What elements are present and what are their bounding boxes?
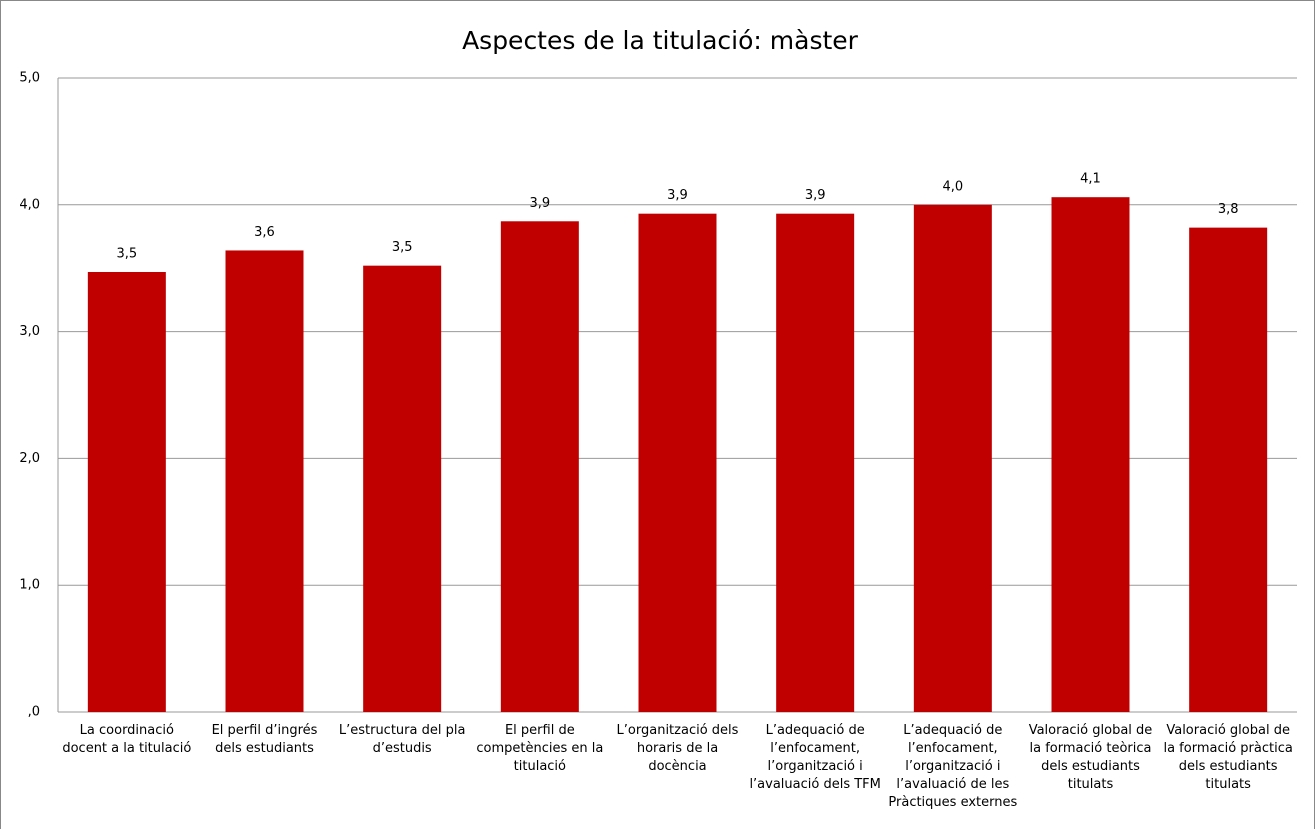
data-label: 3,8: [1218, 202, 1239, 217]
bar: [363, 265, 442, 712]
x-tick-label: El perfil d’ingrés dels estudiants: [211, 723, 318, 756]
x-tick-label: Valoració global de la formació pràctica…: [1163, 723, 1293, 792]
y-tick-label: 3,0: [19, 324, 40, 339]
x-tick-label: L’adequació de l’enfocament, l’organitza…: [749, 723, 881, 792]
x-tick-label: Valoració global de la formació teòrica …: [1028, 723, 1153, 792]
data-label: 4,1: [1080, 172, 1101, 187]
data-label: 3,9: [667, 188, 688, 203]
data-label: 4,0: [942, 179, 963, 194]
y-tick-label: ,0: [28, 705, 40, 720]
data-label: 3,6: [254, 225, 275, 240]
data-label: 3,9: [529, 196, 550, 211]
bar: [500, 221, 579, 712]
data-label: 3,5: [116, 247, 137, 262]
bar: [1051, 197, 1130, 712]
x-tick-label: L’estructura del pla d’estudis: [338, 723, 466, 756]
x-tick-label: El perfil de competències en la titulaci…: [476, 723, 604, 774]
y-tick-label: 5,0: [19, 71, 40, 86]
y-tick-label: 1,0: [19, 578, 40, 593]
x-tick-label: L’organització dels horaris de la docènc…: [616, 723, 739, 774]
bar: [913, 204, 992, 713]
bar: [225, 250, 304, 712]
data-label: 3,5: [392, 240, 413, 255]
x-tick-label: La coordinació docent a la titulació: [62, 723, 192, 756]
x-tick-label: L’adequació de l’enfocament, l’organitza…: [888, 723, 1018, 810]
bar: [87, 272, 166, 712]
y-tick-label: 4,0: [19, 197, 40, 212]
data-label: 3,9: [805, 188, 826, 203]
bar: [638, 213, 717, 712]
y-tick-label: 2,0: [19, 451, 40, 466]
chart-title: Aspectes de la titulació: màster: [462, 26, 859, 55]
bar: [776, 213, 855, 712]
bar: [1189, 227, 1268, 712]
